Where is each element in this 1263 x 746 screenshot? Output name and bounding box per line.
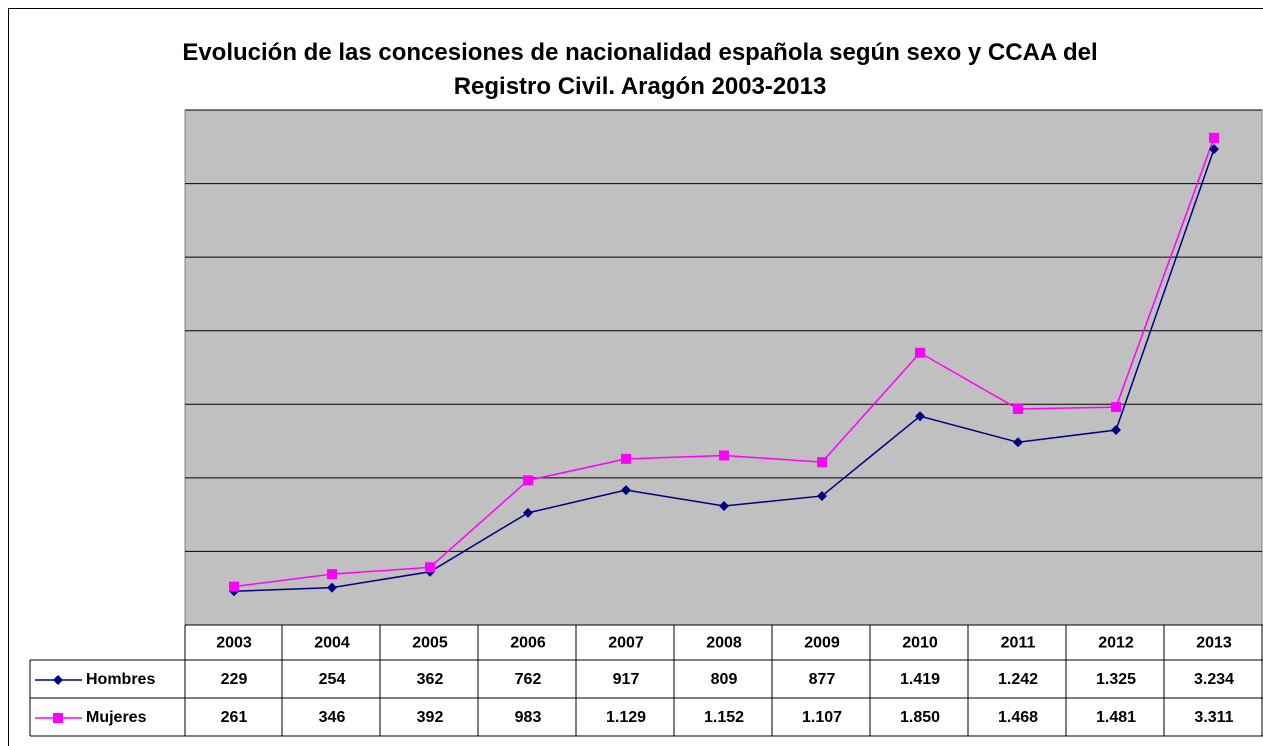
marker — [915, 347, 925, 358]
table-value: 362 — [417, 671, 444, 688]
x-tick-label: 2013 — [1196, 635, 1232, 652]
x-tick-label: 2010 — [902, 635, 938, 652]
marker — [621, 485, 631, 496]
x-tick-label: 2009 — [804, 635, 840, 652]
table-value: 1.481 — [1096, 709, 1136, 726]
x-tick-label: 2011 — [1001, 635, 1036, 652]
marker — [1013, 437, 1023, 448]
table-value: 1.468 — [998, 709, 1038, 726]
table-value: 254 — [319, 671, 346, 688]
table-value: 3.234 — [1194, 671, 1234, 688]
marker — [327, 582, 337, 593]
table-value: 917 — [613, 671, 640, 688]
table-value: 346 — [319, 709, 346, 726]
marker — [1013, 403, 1023, 414]
marker — [327, 569, 337, 580]
marker — [817, 490, 827, 501]
table-value: 1.325 — [1096, 671, 1136, 688]
table-value: 3.311 — [1194, 709, 1233, 726]
marker — [1111, 402, 1121, 413]
table-value: 261 — [221, 709, 248, 726]
chart-frame — [8, 8, 1263, 746]
table-value: 1.419 — [900, 671, 940, 688]
marker — [229, 581, 239, 592]
table-value: 877 — [809, 671, 836, 688]
table-value: 1.129 — [606, 709, 646, 726]
marker — [719, 450, 729, 461]
table-value: 983 — [515, 709, 542, 726]
chart-title: Evolución de las concesiones de nacional… — [182, 39, 1098, 100]
marker — [523, 475, 533, 486]
table-value: 762 — [515, 671, 542, 688]
x-tick-label: 2005 — [412, 635, 448, 652]
marker — [1209, 132, 1219, 143]
plot-area — [184, 109, 1263, 626]
table-value: 229 — [221, 671, 248, 688]
marker — [621, 453, 631, 464]
table-value: 392 — [417, 709, 444, 726]
table-value: 809 — [711, 671, 738, 688]
x-tick-label: 2008 — [706, 635, 742, 652]
legend-label: Mujeres — [86, 709, 147, 726]
x-tick-label: 2003 — [216, 635, 252, 652]
marker — [719, 500, 729, 511]
marker — [425, 562, 435, 573]
marker — [53, 713, 63, 723]
marker — [1111, 425, 1121, 436]
marker — [915, 411, 925, 422]
marker — [53, 675, 63, 685]
marker — [523, 507, 533, 518]
table-value: 1.152 — [704, 709, 744, 726]
x-tick-label: 2012 — [1098, 635, 1134, 652]
table-value: 1.242 — [998, 671, 1038, 688]
legend-label: Hombres — [86, 671, 155, 688]
x-tick-label: 2007 — [608, 635, 644, 652]
marker — [1209, 144, 1219, 155]
x-tick-label: 2004 — [314, 635, 350, 652]
table-value: 1.850 — [900, 709, 940, 726]
marker — [817, 457, 827, 468]
x-tick-label: 2006 — [510, 635, 546, 652]
table-value: 1.107 — [802, 709, 842, 726]
